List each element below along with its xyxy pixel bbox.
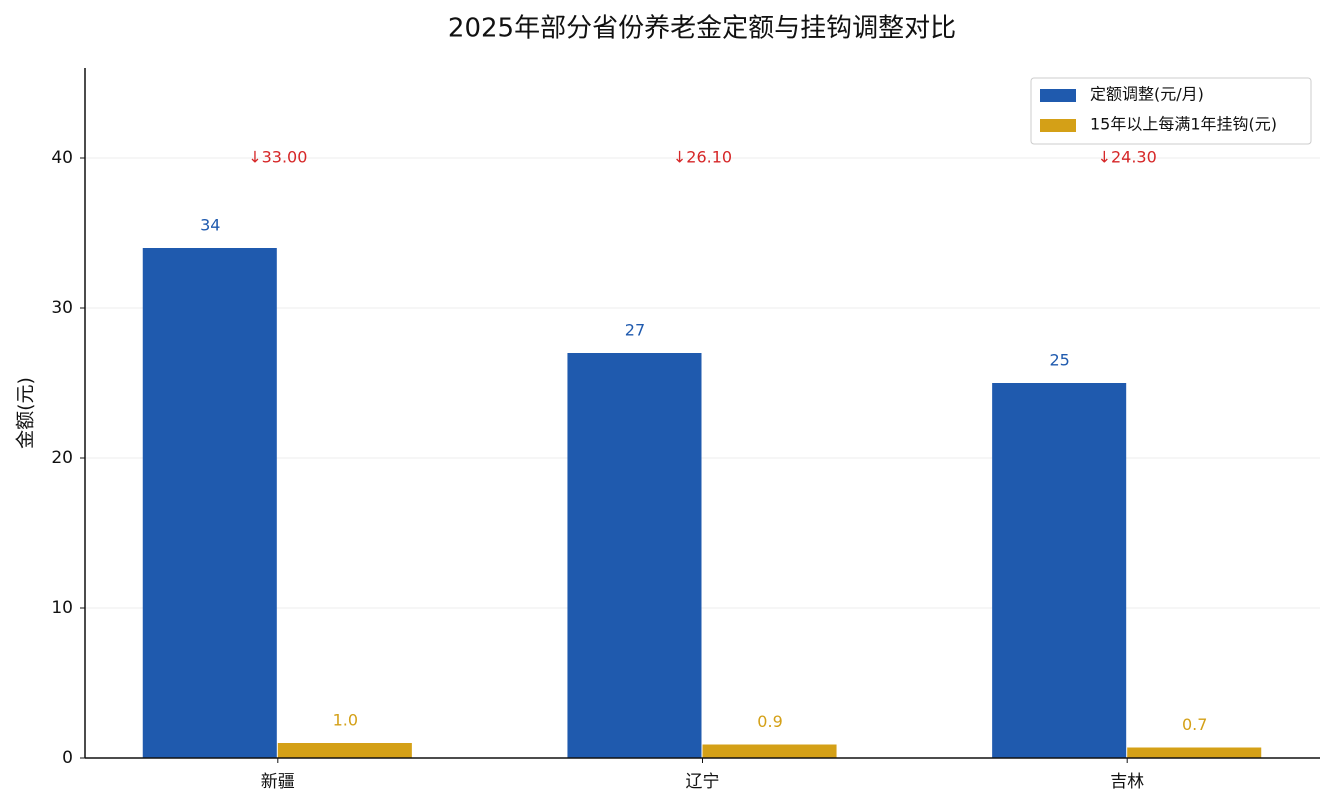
x-tick-label: 吉林: [1110, 772, 1144, 792]
x-tick-label: 新疆: [261, 772, 295, 792]
legend-swatch: [1040, 89, 1076, 102]
legend-box: [1030, 77, 1312, 145]
bar: [277, 743, 412, 758]
annotation: ↓33.00: [248, 148, 307, 167]
value-label: 25: [1049, 351, 1069, 370]
bar: [702, 744, 837, 758]
bar: [992, 383, 1127, 758]
chart-title: 2025年部分省份养老金定额与挂钩调整对比: [448, 14, 956, 44]
legend-label: 定额调整(元/月): [1090, 85, 1204, 104]
value-label: 1.0: [333, 711, 358, 730]
x-tick-label: 辽宁: [686, 772, 720, 792]
annotation: ↓24.30: [1098, 148, 1157, 167]
y-tick-label: 10: [51, 598, 73, 618]
value-label: 27: [625, 321, 645, 340]
value-label: 0.7: [1182, 715, 1207, 734]
value-label: 34: [200, 216, 220, 235]
annotation: ↓26.10: [673, 148, 732, 167]
legend: 定额调整(元/月) 15年以上每满1年挂钩(元): [1030, 77, 1312, 145]
value-label: 0.9: [757, 712, 782, 731]
y-tick-label: 30: [51, 298, 73, 318]
y-axis-label: 金额(元): [15, 377, 37, 449]
bar: [1127, 747, 1262, 758]
legend-label: 15年以上每满1年挂钩(元): [1090, 115, 1277, 134]
bar: [142, 248, 277, 758]
y-tick-label: 0: [62, 748, 73, 768]
y-tick-label: 20: [51, 448, 73, 468]
y-tick-label: 40: [51, 148, 73, 168]
legend-swatch: [1040, 119, 1076, 132]
bar: [567, 353, 702, 758]
